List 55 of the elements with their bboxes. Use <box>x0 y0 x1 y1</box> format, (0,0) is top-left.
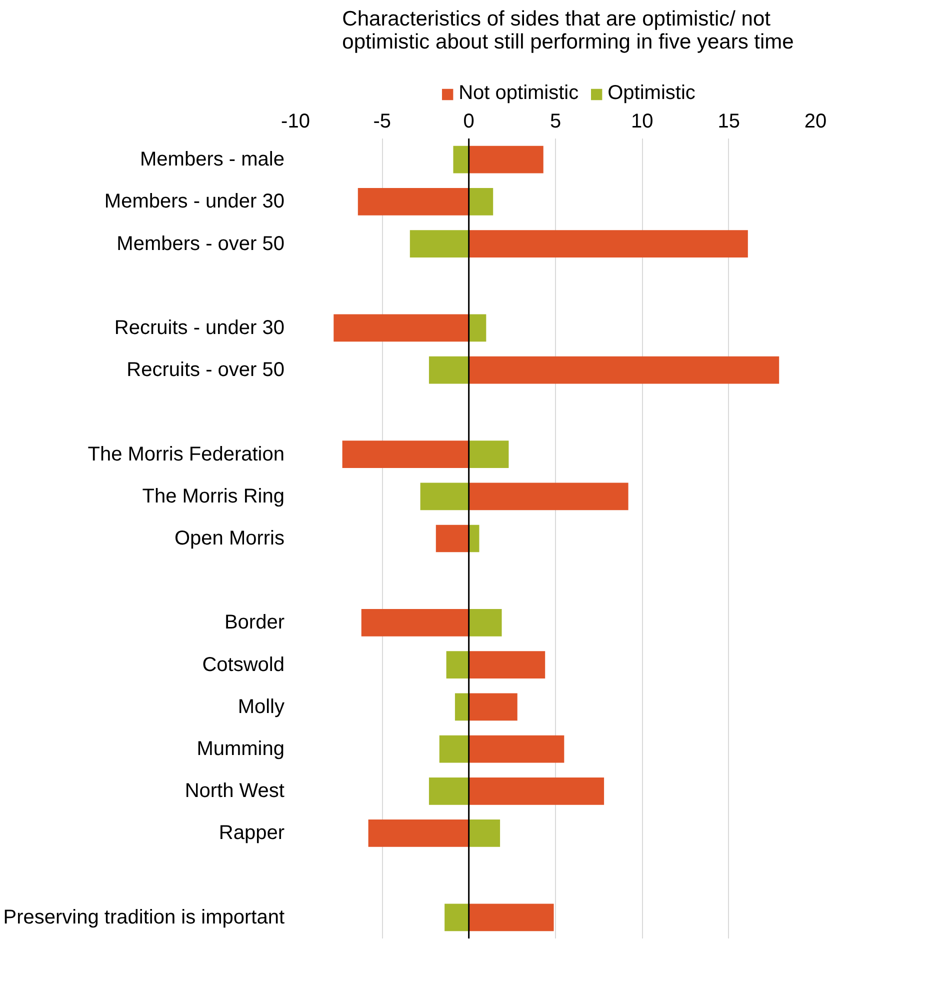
bar <box>454 693 469 721</box>
y-tick-label: Preserving tradition is important <box>3 906 285 928</box>
chart-title: Characteristics of sides that are optimistic/ not optimistic about still performing in five years time <box>342 8 794 54</box>
bar <box>358 188 469 216</box>
bar <box>468 651 546 678</box>
bar <box>334 314 469 342</box>
x-tick-label: 10 <box>631 110 654 132</box>
bar <box>468 777 604 805</box>
y-tick-label: Members - over 50 <box>116 232 285 255</box>
y-tick-label: Recruits - over 50 <box>126 359 285 382</box>
bar <box>420 482 469 510</box>
bar <box>468 482 628 510</box>
bar <box>428 356 469 384</box>
bar <box>439 735 469 763</box>
y-tick-label: North West <box>184 780 285 802</box>
bar <box>410 230 469 258</box>
y-tick-label: Rapper <box>218 822 285 844</box>
bar <box>468 314 486 342</box>
bar <box>361 609 469 636</box>
x-tick-label: 20 <box>804 110 827 132</box>
bar <box>468 820 500 847</box>
x-tick-label: -5 <box>373 110 392 132</box>
bar <box>468 440 509 468</box>
bar <box>446 651 469 678</box>
y-tick-label: Members - under 30 <box>104 190 284 213</box>
bar <box>468 609 502 636</box>
bar <box>468 524 480 552</box>
y-tick-label: Molly <box>238 696 284 718</box>
y-tick-label: The Morris Ring <box>142 485 285 508</box>
y-tick-label: Members - male <box>140 148 285 171</box>
bar <box>468 188 494 216</box>
bar <box>428 777 469 805</box>
bar <box>444 904 469 932</box>
legend-label: Not optimistic <box>458 82 579 105</box>
x-tick-label: 0 <box>463 110 474 132</box>
bar <box>453 146 469 174</box>
bar <box>468 904 554 932</box>
legend-label: Optimistic <box>608 82 696 105</box>
bar <box>468 230 748 258</box>
bar <box>368 820 469 847</box>
bar <box>468 356 780 384</box>
y-tick-label: Open Morris <box>174 528 284 550</box>
y-tick-label: Mumming <box>196 738 285 760</box>
y-tick-label: Cotswold <box>202 654 285 676</box>
bar <box>468 146 544 174</box>
bar <box>342 440 469 468</box>
x-tick-label: 15 <box>718 110 740 132</box>
y-tick-label: Recruits - under 30 <box>114 316 284 339</box>
bar <box>468 735 564 763</box>
x-tick-label: 5 <box>550 110 562 132</box>
y-tick-label: The Morris Federation <box>88 443 285 466</box>
bar <box>436 524 469 552</box>
bar <box>468 693 518 721</box>
y-tick-label: Border <box>224 612 285 634</box>
x-tick-label: -10 <box>281 110 310 132</box>
